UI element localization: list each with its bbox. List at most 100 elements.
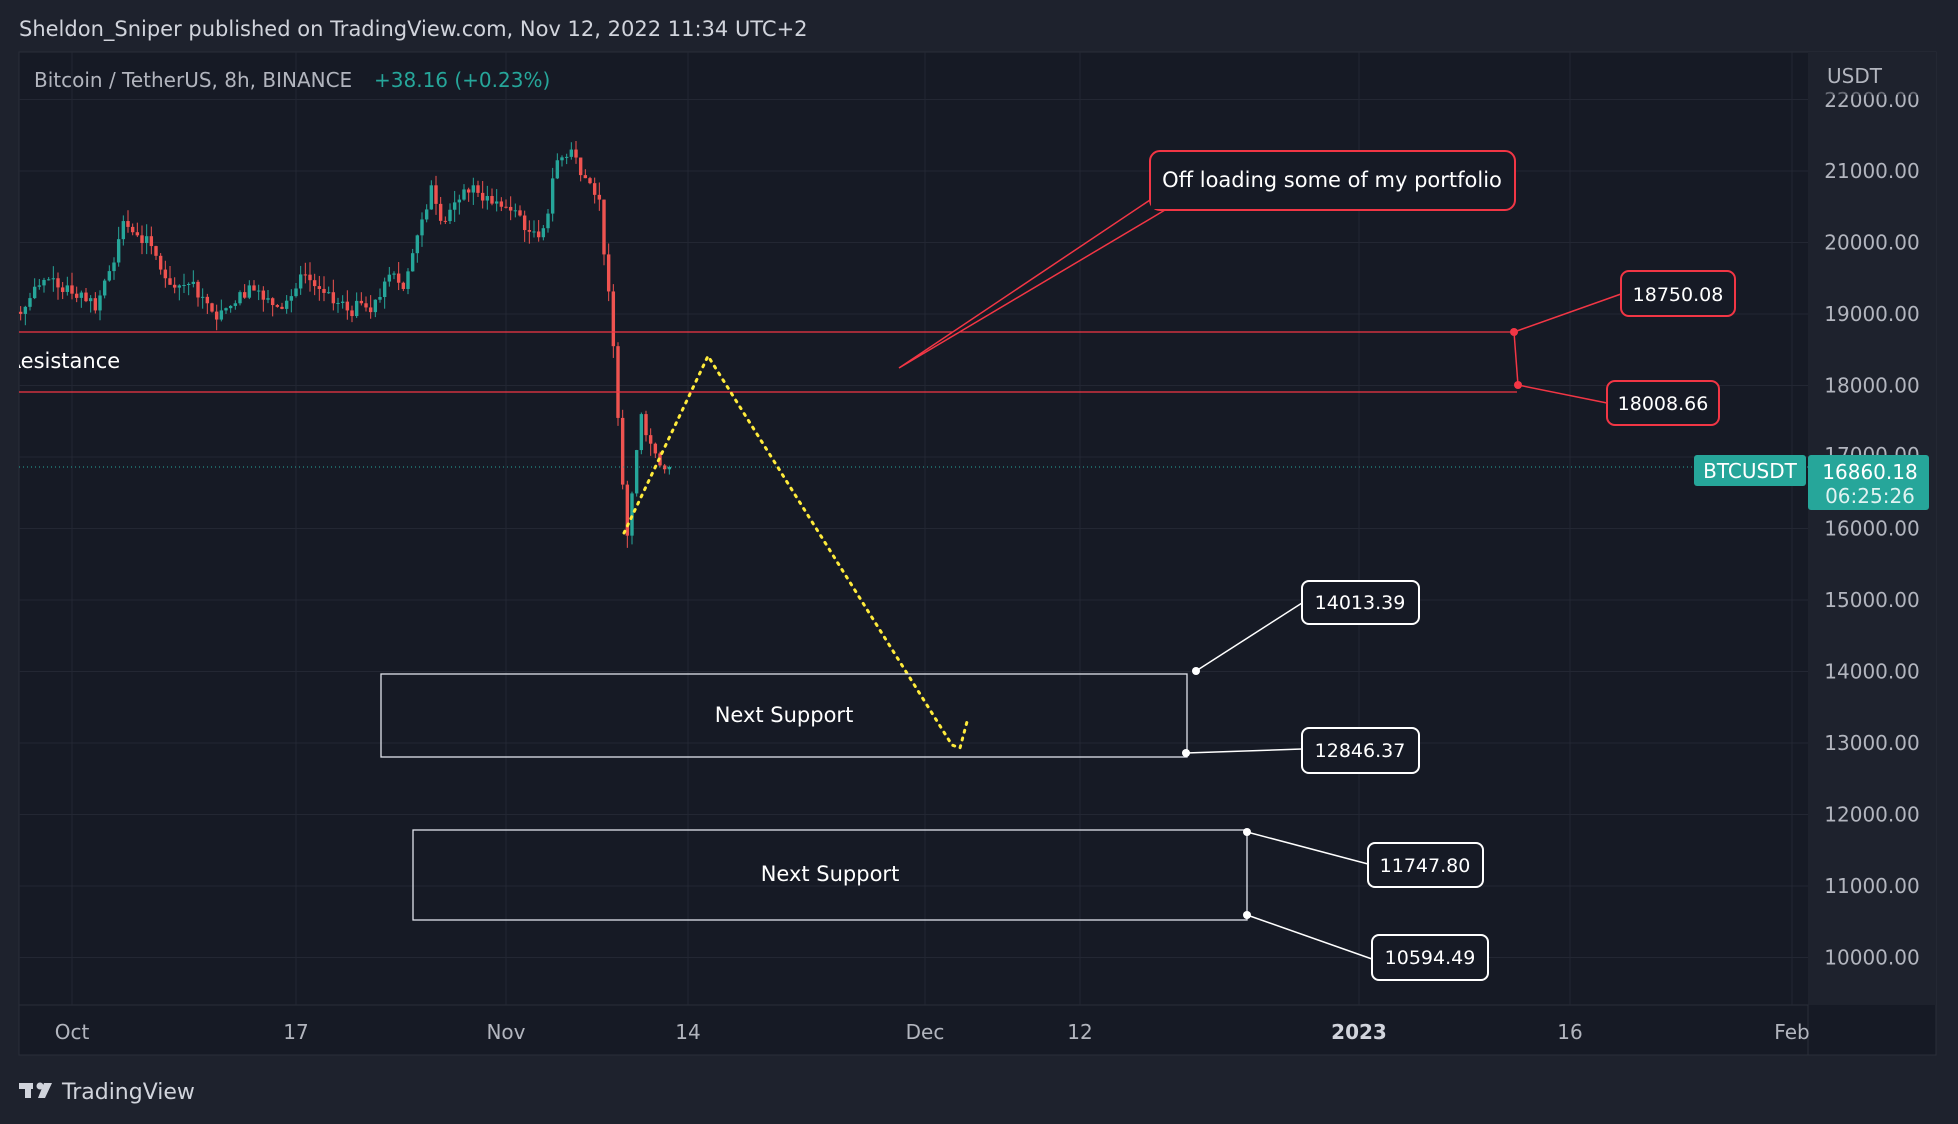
candle-body bbox=[634, 450, 639, 494]
tradingview-brand[interactable]: TradingView bbox=[61, 1080, 195, 1105]
candle-body bbox=[140, 235, 144, 244]
candle-body bbox=[350, 310, 354, 317]
publish-info: Sheldon_Sniper published on TradingView.… bbox=[19, 17, 808, 42]
candle-body bbox=[84, 292, 88, 302]
price-axis[interactable] bbox=[1808, 52, 1936, 1005]
time-tick-label: 12 bbox=[1067, 1020, 1092, 1044]
candle-body bbox=[429, 185, 434, 210]
candle-body bbox=[518, 210, 522, 216]
candle-body bbox=[256, 290, 261, 292]
candle-body bbox=[135, 232, 140, 236]
candle-body bbox=[611, 291, 616, 347]
candle-body bbox=[331, 292, 336, 304]
candle-body bbox=[284, 300, 289, 309]
candle-body bbox=[532, 231, 536, 233]
candle-body bbox=[294, 288, 298, 297]
anchor-dot[interactable] bbox=[1243, 911, 1251, 919]
support1-low-value: 12846.37 bbox=[1315, 740, 1406, 762]
time-tick-label: Dec bbox=[906, 1020, 945, 1044]
support-zone-2[interactable] bbox=[412, 829, 1248, 921]
candle-body bbox=[112, 262, 116, 272]
candle-body bbox=[93, 298, 98, 311]
candle-body bbox=[74, 293, 79, 298]
candle-body bbox=[289, 296, 294, 301]
callout-connector bbox=[1513, 293, 1622, 333]
candle-body bbox=[219, 310, 224, 320]
candle-body bbox=[555, 160, 560, 179]
anchor-dot[interactable] bbox=[1243, 828, 1251, 836]
price-tick-label: 11000.00 bbox=[1824, 874, 1919, 898]
candle-body bbox=[32, 286, 37, 299]
candle-body bbox=[205, 296, 210, 304]
candle-body bbox=[149, 236, 154, 247]
support2-high-callout[interactable] bbox=[1367, 842, 1484, 888]
anchor-dot[interactable] bbox=[1192, 667, 1200, 675]
portfolio-callout-text: Off loading some of my portfolio bbox=[1162, 168, 1502, 192]
candle-body bbox=[550, 178, 555, 214]
bar-countdown: 06:25:26 bbox=[1825, 484, 1915, 508]
candle-body bbox=[121, 221, 126, 240]
support2-low-callout[interactable] bbox=[1371, 934, 1489, 981]
anchor-dot[interactable] bbox=[1182, 749, 1190, 757]
candle-body bbox=[210, 303, 214, 312]
support1-high-callout[interactable] bbox=[1301, 580, 1420, 625]
candle-body bbox=[364, 303, 368, 308]
candle-body bbox=[154, 246, 158, 256]
support1-low-callout[interactable] bbox=[1301, 727, 1420, 774]
candle-body bbox=[401, 282, 406, 289]
candle-body bbox=[298, 274, 303, 289]
candle-body bbox=[541, 228, 546, 238]
candle-body bbox=[382, 281, 387, 298]
candle-body bbox=[415, 235, 420, 254]
candle-body bbox=[359, 300, 364, 304]
price-tick-label: 12000.00 bbox=[1824, 803, 1919, 827]
candle-body bbox=[485, 196, 490, 201]
candle-body bbox=[126, 221, 130, 227]
candle-body bbox=[434, 185, 438, 204]
callout-connector bbox=[1246, 914, 1373, 960]
candle-body bbox=[378, 297, 382, 300]
projection-path[interactable] bbox=[622, 352, 970, 750]
candle-body bbox=[46, 279, 51, 281]
candle-body bbox=[536, 231, 541, 238]
symbol-legend[interactable]: Bitcoin / TetherUS, 8h, BINANCE bbox=[34, 68, 352, 92]
candle-body bbox=[116, 239, 121, 263]
time-ticks: Oct 17 Nov 14 Dec 12 2023 16 Feb bbox=[55, 1020, 1810, 1044]
callout-connector bbox=[1195, 602, 1303, 672]
price-tick-label: 14000.00 bbox=[1824, 660, 1919, 684]
candle-body bbox=[102, 280, 107, 296]
candle-body bbox=[466, 189, 471, 193]
current-price: 16860.18 bbox=[1822, 460, 1917, 484]
support-zone-1[interactable] bbox=[380, 673, 1188, 758]
candle-body bbox=[98, 295, 102, 311]
price-tick-label: 21000.00 bbox=[1824, 159, 1919, 183]
currency-label[interactable]: USDT bbox=[1827, 64, 1883, 88]
resistance-low-value: 18008.66 bbox=[1618, 393, 1709, 415]
candle-body bbox=[172, 284, 177, 288]
candle-body bbox=[247, 285, 252, 298]
price-tick-label: 19000.00 bbox=[1824, 302, 1919, 326]
candle-body bbox=[648, 435, 653, 444]
callout-connector bbox=[1246, 831, 1369, 865]
price-tick-label: 18000.00 bbox=[1824, 374, 1919, 398]
tradingview-logo-icon[interactable] bbox=[19, 1082, 52, 1099]
time-tick-label: 14 bbox=[675, 1020, 700, 1044]
time-axis[interactable] bbox=[18, 1004, 1809, 1056]
candle-body bbox=[667, 466, 672, 470]
price-ticks: 22000.0021000.0020000.0019000.0018000.00… bbox=[1824, 88, 1919, 970]
time-tick-label: Nov bbox=[486, 1020, 525, 1044]
resistance-high-callout[interactable] bbox=[1620, 270, 1736, 317]
callout-connector bbox=[1517, 384, 1608, 404]
candle-body bbox=[476, 185, 480, 193]
candle-body bbox=[317, 286, 322, 289]
candle-body bbox=[639, 414, 644, 451]
candle-body bbox=[158, 255, 163, 270]
candle-body bbox=[228, 305, 233, 309]
candle-body bbox=[504, 206, 508, 208]
candle-body bbox=[70, 285, 74, 294]
portfolio-callout[interactable] bbox=[1149, 150, 1516, 211]
candle-body bbox=[144, 236, 149, 244]
resistance-low-callout[interactable] bbox=[1606, 380, 1720, 426]
support-zone-2-label: Next Support bbox=[761, 862, 900, 886]
